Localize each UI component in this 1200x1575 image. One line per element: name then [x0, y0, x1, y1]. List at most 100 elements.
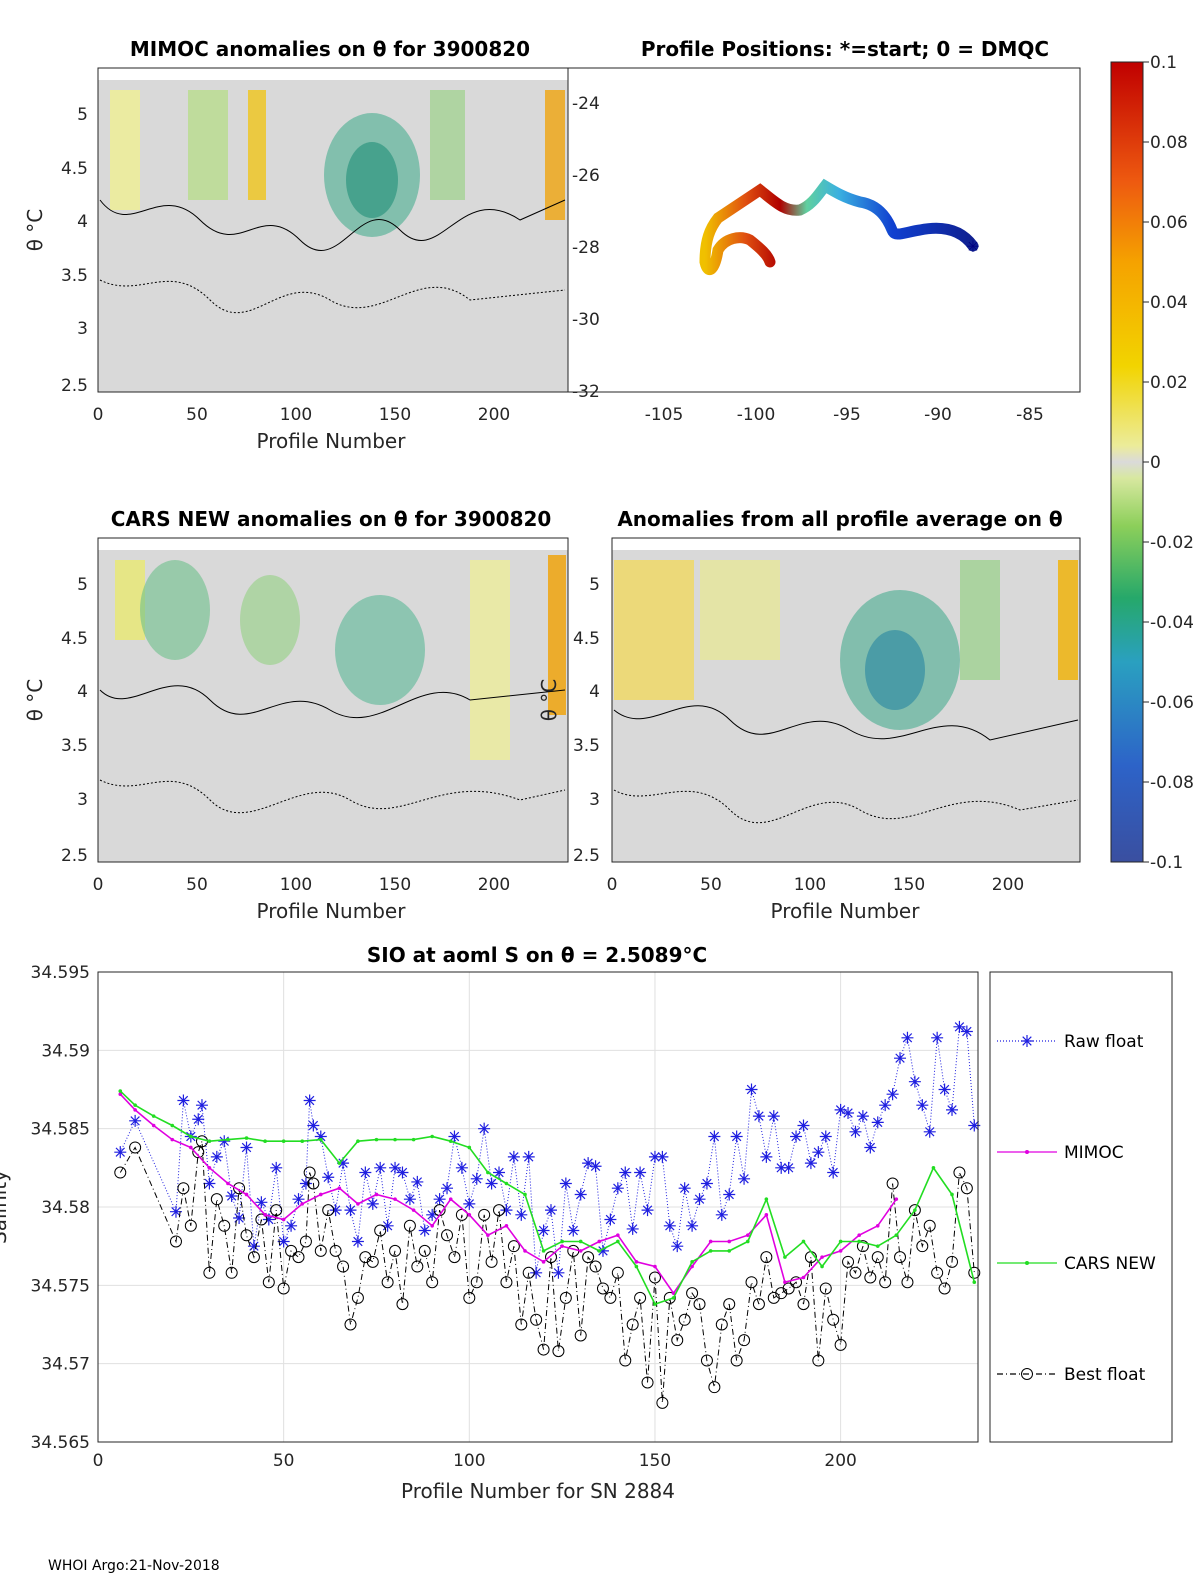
- raw-float-point: [693, 1193, 706, 1206]
- legend-marker: [1021, 1368, 1033, 1380]
- legend-marker: [1021, 1035, 1033, 1047]
- best-float-point: [329, 1244, 342, 1257]
- best-float-point: [381, 1276, 394, 1289]
- mimoc-point: [671, 1291, 676, 1295]
- mimoc-point: [653, 1264, 657, 1269]
- positions-xtick: -105: [645, 405, 684, 425]
- cars-new-point: [745, 1239, 750, 1244]
- raw-float-point: [329, 1204, 342, 1217]
- mimoc-ytick: 4: [77, 212, 88, 232]
- allavg-ytick: 4: [589, 682, 600, 702]
- best-float-point: [493, 1204, 506, 1217]
- allavg-xtick: 0: [607, 875, 618, 895]
- best-float-point: [752, 1298, 765, 1311]
- allavg-ytick: 3.5: [573, 736, 600, 756]
- raw-float-point: [790, 1130, 803, 1143]
- allavg-xtick: 50: [700, 875, 722, 895]
- best-float-point: [730, 1354, 743, 1367]
- best-float-point: [285, 1244, 298, 1257]
- allavg-xtick: 200: [992, 875, 1024, 895]
- chart-xlabel: Profile Number for SN 2884: [401, 1479, 675, 1503]
- raw-float-point: [337, 1157, 350, 1170]
- raw-float-point: [886, 1088, 899, 1101]
- raw-float-point: [478, 1122, 491, 1135]
- cars-new-point: [727, 1249, 732, 1253]
- raw-float-point: [255, 1196, 268, 1209]
- raw-float-point: [537, 1224, 550, 1237]
- best-float-point: [233, 1182, 246, 1195]
- cars-new-point: [118, 1089, 123, 1093]
- cars-new-point: [857, 1239, 861, 1244]
- mimoc-point: [560, 1244, 564, 1248]
- raw-float-point: [418, 1224, 431, 1237]
- cars-new-point: [708, 1249, 713, 1253]
- best-float-point: [604, 1291, 617, 1304]
- cars-new-point: [783, 1255, 787, 1259]
- mimoc-point: [708, 1239, 713, 1244]
- best-float-point: [619, 1354, 632, 1367]
- best-float-point: [247, 1251, 260, 1264]
- best-float-point: [559, 1291, 572, 1304]
- best-float-point: [544, 1251, 557, 1264]
- raw-float-point: [767, 1110, 780, 1123]
- cars-new-point: [597, 1249, 602, 1253]
- best-float-point: [500, 1276, 513, 1289]
- legend-marker: [1025, 1261, 1029, 1265]
- cars-new-point: [430, 1134, 434, 1139]
- raw-float-point: [953, 1020, 966, 1033]
- raw-float-point: [752, 1110, 765, 1123]
- best-float-point: [270, 1204, 283, 1217]
- best-float-point: [708, 1381, 721, 1394]
- best-float-point: [530, 1313, 543, 1326]
- cars-new-point: [764, 1197, 769, 1201]
- raw-float-point: [946, 1103, 959, 1116]
- best-float-point: [366, 1255, 379, 1268]
- colorbar-tick-label: -0.04: [1150, 613, 1194, 633]
- cars-new-point: [226, 1137, 230, 1142]
- best-float-point: [478, 1208, 491, 1221]
- mimoc-point: [356, 1202, 360, 1206]
- cars-new-point: [523, 1192, 527, 1197]
- mimoc-point: [894, 1197, 899, 1201]
- best-float-point: [177, 1182, 190, 1195]
- raw-float-point: [426, 1208, 439, 1221]
- raw-float-point: [225, 1190, 238, 1203]
- cars-new-point: [931, 1166, 936, 1170]
- cars-new-point: [486, 1170, 490, 1175]
- raw-float-point: [493, 1166, 506, 1179]
- best-float-point: [864, 1271, 877, 1284]
- positions-ytick: -32: [572, 382, 600, 402]
- colorbar-tick-label: 0.08: [1150, 133, 1188, 153]
- positions-xtick: -90: [924, 405, 952, 425]
- chart-title: SIO at aoml S on θ = 2.5089°C: [367, 943, 707, 967]
- mimoc-point: [467, 1213, 472, 1217]
- salinity-chart: SIO at aoml S on θ = 2.5089°C 0 50 100 150 2…: [0, 943, 1173, 1503]
- cars-new-point: [151, 1114, 156, 1118]
- raw-float-point: [827, 1166, 840, 1179]
- cars-ytick: 3.5: [61, 736, 88, 756]
- best-float-point: [923, 1219, 936, 1232]
- best-float-point: [403, 1219, 416, 1232]
- cars-new-point: [801, 1239, 806, 1244]
- best-float-point: [522, 1266, 535, 1279]
- best-float-point: [351, 1291, 364, 1304]
- raw-float-point: [195, 1099, 208, 1112]
- best-float-point: [641, 1376, 654, 1389]
- best-float-point: [953, 1166, 966, 1179]
- raw-float-point: [611, 1182, 624, 1195]
- cars-new-series: [118, 1089, 977, 1306]
- raw-float-point: [448, 1130, 461, 1143]
- best-float-point: [463, 1291, 476, 1304]
- raw-float-series: [114, 1020, 981, 1279]
- mimoc-point: [448, 1197, 453, 1201]
- mimoc-point: [118, 1092, 123, 1096]
- colorbar-tick-label: 0.1: [1150, 53, 1177, 73]
- raw-float-point: [834, 1103, 847, 1116]
- best-float-point: [396, 1298, 409, 1311]
- best-float-point: [262, 1276, 275, 1289]
- mimoc-point: [801, 1275, 806, 1280]
- mimoc-ytick: 5: [77, 105, 88, 125]
- best-float-point: [782, 1282, 795, 1295]
- best-float-point: [879, 1276, 892, 1289]
- best-float-point: [908, 1204, 921, 1217]
